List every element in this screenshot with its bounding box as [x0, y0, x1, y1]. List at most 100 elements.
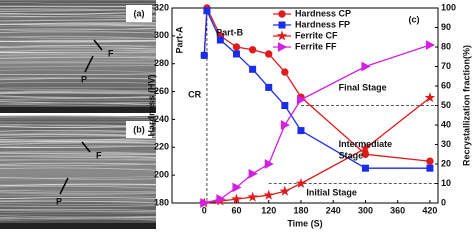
x-tick-label: 60: [231, 205, 241, 215]
marker: [248, 168, 258, 179]
grain-streak: [0, 175, 157, 179]
grain-streak: [0, 188, 157, 191]
series-line: [203, 10, 430, 169]
marker: [231, 193, 242, 204]
marker: [216, 36, 224, 44]
marker: [426, 164, 434, 172]
y2-tick-label: 0: [441, 197, 446, 207]
marker: [263, 189, 274, 200]
series-line: [203, 5, 431, 162]
y-tick-label: 240: [154, 114, 169, 124]
annotation: Initial Stage: [306, 188, 357, 198]
grain-streak: [0, 155, 157, 160]
grain-streak: [0, 45, 157, 49]
annotation: F: [96, 150, 102, 160]
x-tick-label: 0: [202, 205, 207, 215]
grain-streak: [0, 23, 157, 27]
micrographs: (a) F P (b) F P: [0, 0, 157, 229]
annotation: CR: [188, 89, 201, 99]
legend-label: Hardness CP: [295, 8, 351, 18]
marker: [425, 40, 436, 50]
grain-streak: [0, 197, 157, 200]
y2-tick-label: 70: [441, 61, 451, 71]
scale-bar: [0, 223, 156, 229]
grain-streak: [0, 96, 157, 99]
y2-tick-label: 30: [441, 139, 451, 149]
marker: [265, 83, 273, 91]
x-axis-title: Time (S): [287, 218, 322, 228]
grain-streak: [0, 54, 157, 58]
marker: [249, 65, 257, 73]
arrow: [84, 55, 94, 73]
marker: [216, 194, 226, 204]
label-box: [126, 121, 152, 138]
grain-streak: [0, 59, 157, 62]
x-tick-label: 240: [326, 205, 341, 215]
grain-streak: [0, 102, 157, 105]
annotation: F: [108, 48, 114, 58]
marker: [200, 198, 210, 208]
marker: [232, 50, 240, 58]
grain-streak: [0, 35, 157, 40]
grain-streak: [0, 69, 157, 73]
panel-label: (b): [133, 124, 145, 134]
grain-streak: [0, 115, 157, 119]
y-tick-label: 220: [154, 142, 169, 152]
grain-streak: [0, 103, 157, 106]
grain-streak: [0, 210, 157, 213]
arrow: [81, 141, 91, 153]
annotation: P: [56, 196, 62, 206]
grain-streak: [0, 163, 157, 167]
grain-streak: [0, 186, 157, 189]
grain-streak: [0, 49, 157, 52]
grain-streak: [0, 167, 157, 171]
scale-bar: [0, 107, 156, 113]
arrow: [93, 39, 103, 51]
marker: [295, 177, 307, 188]
grain-streak: [0, 137, 157, 141]
grain-streak: [0, 95, 157, 99]
grain-streak: [0, 159, 157, 161]
grain-streak: [0, 28, 157, 31]
grain-streak: [0, 89, 157, 94]
grain-streak: [0, 30, 157, 34]
grain-streak: [0, 73, 157, 75]
y-tick-label: 200: [154, 170, 169, 180]
legend-label: Ferrite FF: [295, 41, 337, 51]
legend-marker: [278, 10, 286, 18]
grain-streak: [0, 153, 157, 156]
grain-streak: [0, 191, 157, 194]
x-tick-label: 120: [261, 205, 276, 215]
marker: [232, 182, 242, 193]
y-tick-label: 300: [154, 30, 169, 40]
grain-streak: [0, 205, 157, 208]
grain-streak: [0, 213, 157, 216]
grain-streak: [0, 176, 157, 180]
y2-tick-label: 90: [441, 22, 451, 32]
grain-streak: [0, 52, 157, 55]
annotation: Stage: [339, 151, 364, 161]
y-tick-label: 320: [154, 2, 169, 12]
y2-tick-label: 80: [441, 41, 451, 51]
grain-streak: [0, 1, 157, 4]
y-axis-title: Hardness (HV): [146, 74, 156, 136]
marker: [361, 164, 369, 172]
y2-axis-title: Recrystallization fraction(%): [461, 45, 471, 166]
y2-tick-label: 100: [441, 2, 456, 12]
grain-streak: [0, 22, 157, 25]
grain-streak: [0, 56, 157, 59]
grain-streak: [0, 82, 157, 84]
grain-streak: [0, 190, 157, 192]
marker: [297, 127, 305, 135]
marker: [279, 185, 291, 196]
legend-marker: [278, 21, 286, 29]
marker: [280, 120, 290, 130]
grain-streak: [0, 192, 157, 195]
marker: [203, 7, 211, 15]
grain-streak: [0, 45, 157, 48]
grain-streak: [0, 144, 157, 148]
x-tick-label: 300: [358, 205, 373, 215]
marker: [360, 142, 371, 153]
grain-streak: [0, 215, 157, 218]
y2-tick-label: 20: [441, 158, 451, 168]
